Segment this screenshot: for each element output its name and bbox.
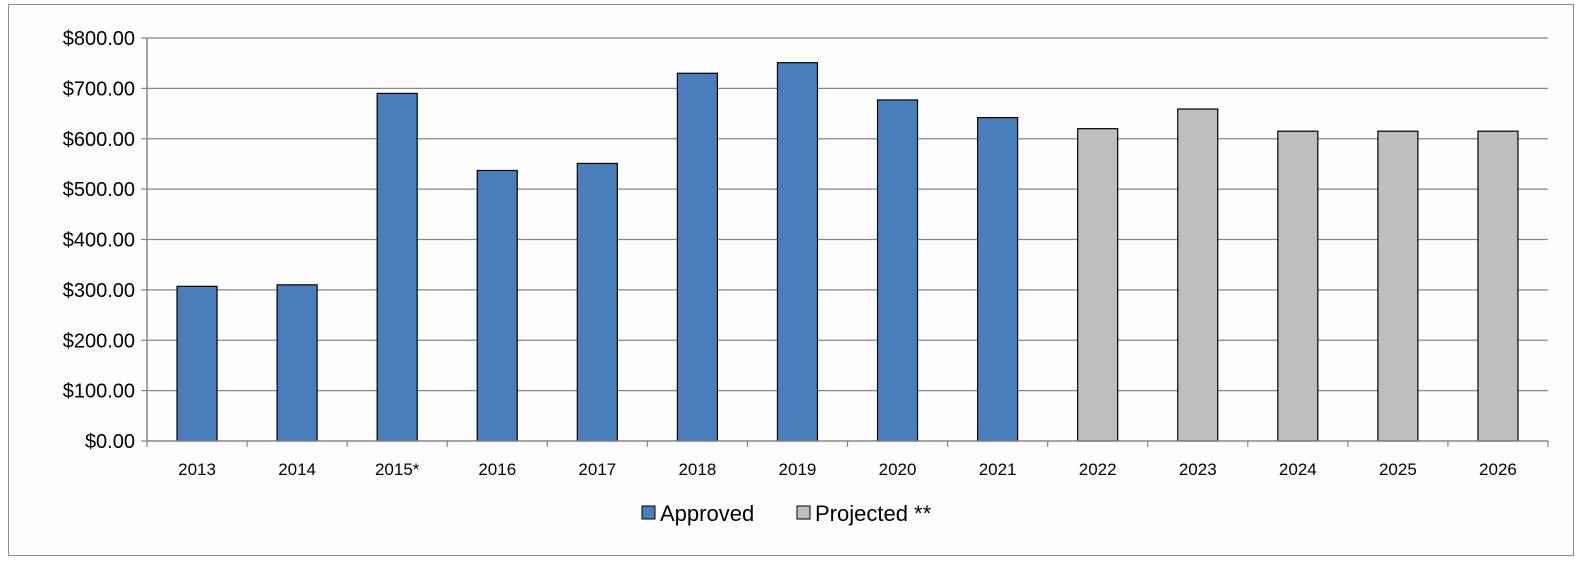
legend-label: Projected **: [815, 501, 932, 526]
bar-2017: [576, 162, 618, 442]
x-tick-label: 2013: [178, 460, 216, 479]
bar-2016: [476, 169, 518, 442]
bars: [176, 62, 1519, 442]
bar-2013: [176, 285, 218, 442]
bar-2021: [977, 116, 1019, 442]
x-tick-labels: 2013 2014 2015* 2016 2017 2018 2019 2020 2021 202…: [146, 441, 1549, 479]
bar-2024: [1277, 130, 1319, 442]
y-tick-label: $400.00: [63, 230, 135, 252]
x-tick-label: 2024: [1279, 460, 1317, 479]
bar-2019: [776, 62, 819, 442]
y-tick-label: $100.00: [63, 381, 135, 403]
bar-2015: [376, 92, 418, 442]
x-tick-label: 2020: [879, 460, 917, 479]
x-tick-label: 2018: [678, 460, 716, 479]
y-tick-label: $200.00: [63, 330, 135, 352]
x-tick-label: 2023: [1179, 460, 1217, 479]
y-tick-label: $800.00: [63, 28, 135, 50]
bar-2014: [276, 284, 318, 442]
legend-label: Approved: [660, 501, 754, 526]
bar-2023: [1177, 108, 1219, 442]
y-tick-label: $500.00: [63, 179, 135, 201]
x-tick-label: 2017: [578, 460, 616, 479]
legend-swatch: [641, 505, 656, 520]
legend-swatch: [796, 505, 811, 520]
x-tick-label: 2014: [278, 460, 316, 479]
y-tick-label: $0.00: [85, 431, 135, 453]
legend: Approved Projected **: [641, 501, 932, 526]
bar-2022: [1077, 128, 1119, 442]
y-tick-label: $700.00: [63, 78, 135, 100]
bar-2026: [1477, 130, 1519, 442]
y-tick-label: $300.00: [63, 280, 135, 302]
x-tick-label: 2025: [1379, 460, 1417, 479]
y-tick-label: $600.00: [63, 129, 135, 151]
x-tick-label: 2021: [979, 460, 1017, 479]
bar-2020: [876, 99, 919, 442]
x-tick-label: 2019: [779, 460, 817, 479]
x-tick-label: 2016: [478, 460, 516, 479]
bar-2025: [1377, 130, 1419, 442]
gridlines: [147, 37, 1548, 392]
bar-2018: [676, 72, 718, 442]
x-tick-label: 2015*: [375, 460, 420, 479]
x-tick-label: 2026: [1479, 460, 1517, 479]
y-tick-labels: $0.00 $100.00 $200.00 $300.00 $400.00 $500.00…: [63, 28, 147, 453]
x-tick-label: 2022: [1079, 460, 1117, 479]
